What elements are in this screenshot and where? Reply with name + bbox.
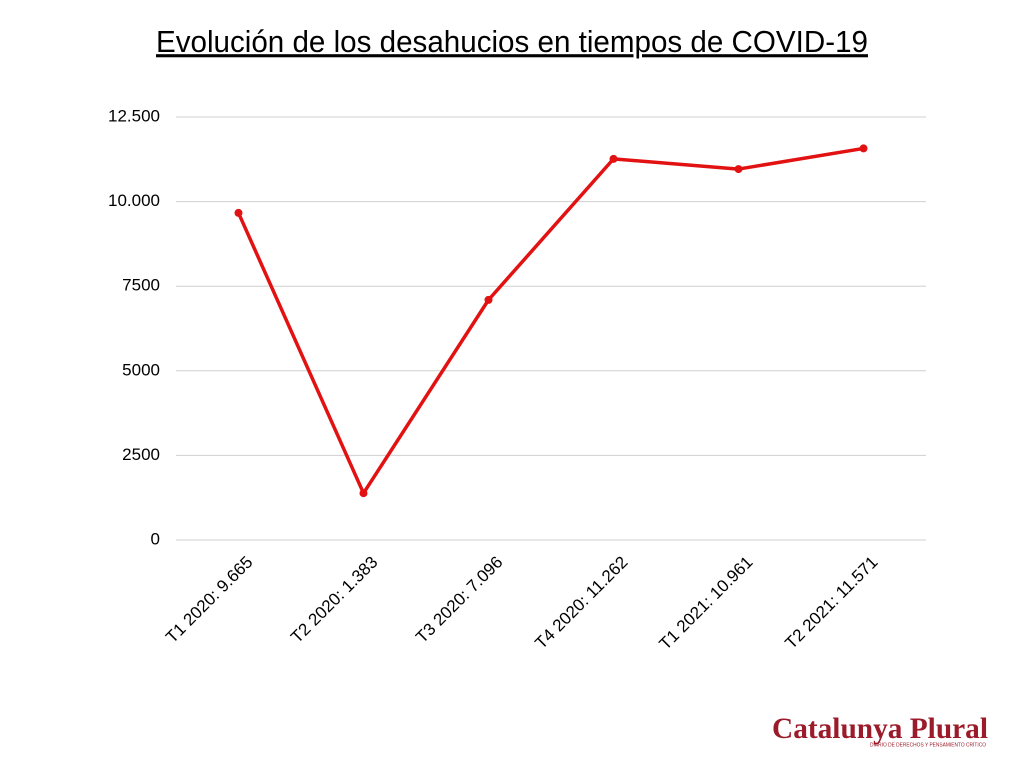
point (859, 144, 868, 153)
line (236, 146, 864, 495)
y-tick-label: 12.500 (108, 106, 160, 125)
y-tick-label: 10.000 (108, 191, 160, 210)
point (734, 165, 743, 174)
point (234, 208, 243, 217)
y-tick-label: 5000 (122, 360, 160, 379)
x-tick-label: T4 2020: 11.262 (531, 553, 631, 653)
x-tick-label: T3 2020: 7.096 (412, 553, 506, 647)
logo-name: Catalunya Plural (772, 712, 988, 745)
point (484, 295, 493, 304)
y-tick-label: 7500 (122, 276, 160, 295)
y-tick-label: 0 (151, 529, 160, 548)
logo-tagline: DIARIO DE DERECHOS Y PENSAMIENTO CRÍTICO (870, 741, 986, 748)
x-tick-label: T1 2020: 9.665 (162, 553, 256, 647)
y-tick-label: 2500 (122, 445, 160, 464)
x-tick-label: T2 2021: 11.571 (781, 553, 881, 653)
point (359, 489, 368, 498)
point (609, 154, 618, 163)
chart-title: Evolución de los desahucios en tiempos d… (156, 24, 868, 59)
x-tick-label: T1 2021: 10.961 (656, 553, 757, 654)
x-tick-label: T2 2020: 1.383 (287, 553, 381, 647)
